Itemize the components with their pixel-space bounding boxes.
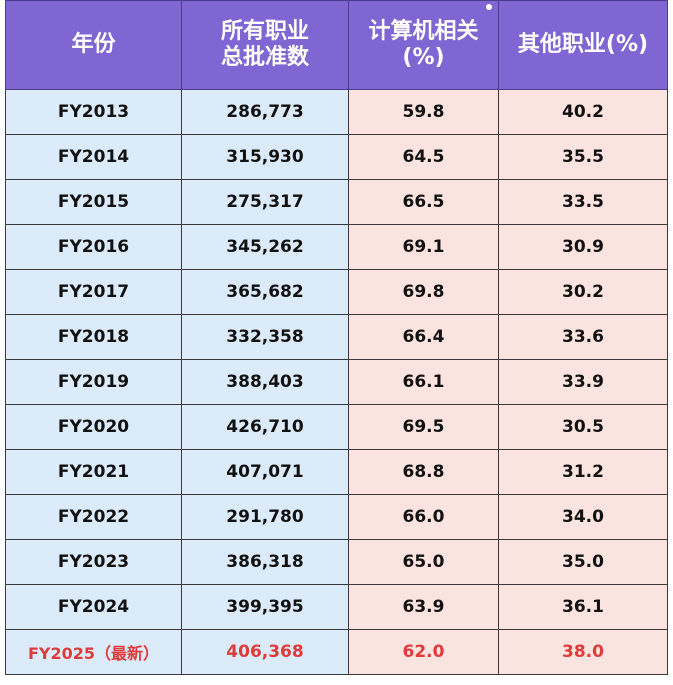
computer-related-pct-cell: 66.5 bbox=[348, 179, 499, 225]
total-approvals-cell: 332,358 bbox=[181, 314, 349, 360]
computer-related-pct-cell: 59.8 bbox=[348, 89, 499, 135]
total-approvals-cell: 386,318 bbox=[181, 539, 349, 585]
other-occupations-pct-cell: 30.5 bbox=[498, 404, 668, 450]
other-occupations-pct-cell: 33.6 bbox=[498, 314, 668, 360]
header-other-occupations: 其他职业(%) bbox=[498, 0, 668, 90]
year-cell: FY2019 bbox=[5, 359, 182, 405]
header-total-line-2: 总批准数 bbox=[220, 45, 309, 70]
table-row: FY2022 291,780 66.0 34.0 bbox=[5, 494, 668, 540]
computer-related-pct-cell: 63.9 bbox=[348, 584, 499, 630]
table-row: FY2019 388,403 66.1 33.9 bbox=[5, 359, 668, 405]
header-year-line-1: 年份 bbox=[71, 32, 116, 57]
year-cell: FY2023 bbox=[5, 539, 182, 585]
computer-related-pct-cell: 68.8 bbox=[348, 449, 499, 495]
total-approvals-cell: 426,710 bbox=[181, 404, 349, 450]
computer-related-pct-cell: 69.1 bbox=[348, 224, 499, 270]
other-occupations-pct-cell: 35.5 bbox=[498, 134, 668, 180]
computer-related-pct-cell: 66.4 bbox=[348, 314, 499, 360]
header-computer-line-2: (%) bbox=[402, 45, 445, 70]
table-row: FY2021 407,071 68.8 31.2 bbox=[5, 449, 668, 495]
total-approvals-cell: 275,317 bbox=[181, 179, 349, 225]
h1b-approvals-table: 年份 所有职业 总批准数 计算机相关 (%) 其他职业(%) FY2013 286… bbox=[5, 0, 668, 675]
header-total-line-1: 所有职业 bbox=[220, 19, 309, 44]
year-cell: FY2018 bbox=[5, 314, 182, 360]
computer-related-pct-cell: 62.0 bbox=[348, 629, 499, 675]
table-row: FY2018 332,358 66.4 33.6 bbox=[5, 314, 668, 360]
computer-related-pct-cell: 65.0 bbox=[348, 539, 499, 585]
total-approvals-cell: 345,262 bbox=[181, 224, 349, 270]
other-occupations-pct-cell: 30.2 bbox=[498, 269, 668, 315]
year-cell: FY2013 bbox=[5, 89, 182, 135]
table-row: FY2017 365,682 69.8 30.2 bbox=[5, 269, 668, 315]
header-row: 年份 所有职业 总批准数 计算机相关 (%) 其他职业(%) bbox=[5, 0, 668, 90]
total-approvals-cell: 291,780 bbox=[181, 494, 349, 540]
table-row: FY2015 275,317 66.5 33.5 bbox=[5, 179, 668, 225]
table-row-latest: FY2025（最新） 406,368 62.0 38.0 bbox=[5, 629, 668, 675]
computer-related-pct-cell: 64.5 bbox=[348, 134, 499, 180]
header-year: 年份 bbox=[5, 0, 182, 90]
total-approvals-cell: 407,071 bbox=[181, 449, 349, 495]
year-cell: FY2014 bbox=[5, 134, 182, 180]
other-occupations-pct-cell: 38.0 bbox=[498, 629, 668, 675]
header-total-approvals: 所有职业 总批准数 bbox=[181, 0, 349, 90]
total-approvals-cell: 365,682 bbox=[181, 269, 349, 315]
other-occupations-pct-cell: 30.9 bbox=[498, 224, 668, 270]
total-approvals-cell: 406,368 bbox=[181, 629, 349, 675]
year-cell: FY2024 bbox=[5, 584, 182, 630]
table-row: FY2023 386,318 65.0 35.0 bbox=[5, 539, 668, 585]
computer-related-pct-cell: 69.8 bbox=[348, 269, 499, 315]
computer-related-pct-cell: 66.0 bbox=[348, 494, 499, 540]
header-computer-related: 计算机相关 (%) bbox=[348, 0, 499, 90]
year-cell: FY2015 bbox=[5, 179, 182, 225]
total-approvals-cell: 399,395 bbox=[181, 584, 349, 630]
total-approvals-cell: 388,403 bbox=[181, 359, 349, 405]
other-occupations-pct-cell: 33.9 bbox=[498, 359, 668, 405]
other-occupations-pct-cell: 36.1 bbox=[498, 584, 668, 630]
table-row: FY2013 286,773 59.8 40.2 bbox=[5, 89, 668, 135]
header-dot-marker bbox=[486, 4, 492, 10]
computer-related-pct-cell: 69.5 bbox=[348, 404, 499, 450]
other-occupations-pct-cell: 31.2 bbox=[498, 449, 668, 495]
other-occupations-pct-cell: 33.5 bbox=[498, 179, 668, 225]
h1b-approvals-table-container: 年份 所有职业 总批准数 计算机相关 (%) 其他职业(%) FY2013 286… bbox=[5, 0, 668, 675]
header-computer-line-1: 计算机相关 bbox=[368, 19, 479, 44]
table-body: FY2013 286,773 59.8 40.2 FY2014 315,930 64.5 35… bbox=[5, 89, 668, 675]
table-row: FY2024 399,395 63.9 36.1 bbox=[5, 584, 668, 630]
year-cell: FY2021 bbox=[5, 449, 182, 495]
other-occupations-pct-cell: 40.2 bbox=[498, 89, 668, 135]
table-row: FY2014 315,930 64.5 35.5 bbox=[5, 134, 668, 180]
total-approvals-cell: 286,773 bbox=[181, 89, 349, 135]
total-approvals-cell: 315,930 bbox=[181, 134, 349, 180]
other-occupations-pct-cell: 34.0 bbox=[498, 494, 668, 540]
year-cell: FY2025（最新） bbox=[5, 629, 182, 675]
table-row: FY2016 345,262 69.1 30.9 bbox=[5, 224, 668, 270]
year-cell: FY2016 bbox=[5, 224, 182, 270]
other-occupations-pct-cell: 35.0 bbox=[498, 539, 668, 585]
year-cell: FY2017 bbox=[5, 269, 182, 315]
table-header: 年份 所有职业 总批准数 计算机相关 (%) 其他职业(%) bbox=[5, 0, 668, 90]
year-cell: FY2020 bbox=[5, 404, 182, 450]
header-other-line-1: 其他职业(%) bbox=[517, 32, 649, 57]
computer-related-pct-cell: 66.1 bbox=[348, 359, 499, 405]
table-row: FY2020 426,710 69.5 30.5 bbox=[5, 404, 668, 450]
year-cell: FY2022 bbox=[5, 494, 182, 540]
